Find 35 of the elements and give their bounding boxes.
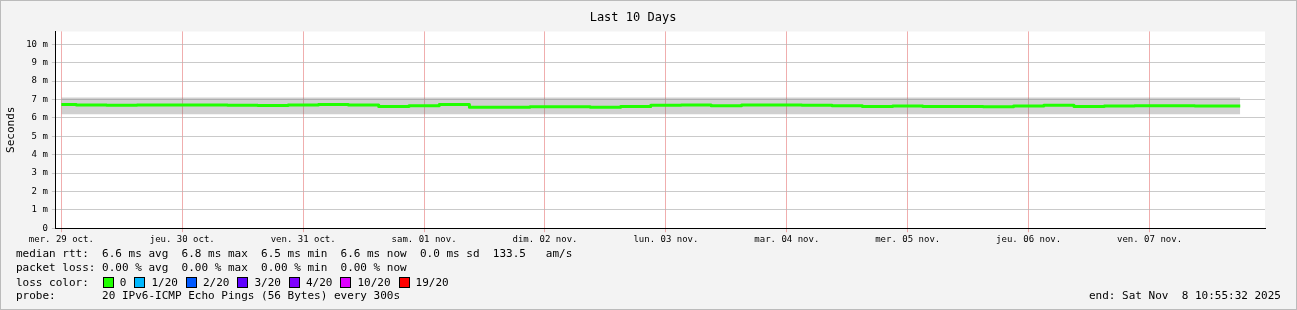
y-tick-label: 9 m bbox=[31, 57, 48, 68]
x-tick-label: sam. 01 nov. bbox=[391, 233, 457, 244]
y-tick-label: 0 bbox=[42, 222, 48, 233]
y-tick-label: 6 m bbox=[31, 112, 48, 123]
y-tick-label: 2 m bbox=[31, 185, 48, 196]
y-tick-label: 4 m bbox=[31, 148, 48, 159]
legend-label: 10/20 bbox=[357, 275, 391, 289]
x-tick-label: jeu. 06 nov. bbox=[996, 233, 1062, 244]
y-tick-label: 5 m bbox=[31, 130, 48, 141]
x-tick-label: ven. 31 oct. bbox=[270, 233, 336, 244]
x-tick-label: mar. 04 nov. bbox=[754, 233, 820, 244]
text: packet loss: 0.00 % avg 0.00 % max 0.00 % min 0.00 % now bbox=[16, 261, 408, 275]
y-tick-label: 1 m bbox=[31, 204, 48, 215]
x-tick-label: lun. 03 nov. bbox=[633, 233, 699, 244]
x-tick-label: mer. 05 nov. bbox=[875, 233, 941, 244]
y-axis-title: Seconds bbox=[4, 106, 18, 153]
x-tick-label: ven. 07 nov. bbox=[1117, 233, 1183, 244]
legend-title: loss color: bbox=[16, 275, 89, 289]
legend-label: 1/20 bbox=[151, 275, 178, 289]
text: end: Sat Nov 8 10:55:32 2025 bbox=[1088, 289, 1281, 303]
x-tick-label: mer. 29 oct. bbox=[28, 233, 94, 244]
legend-label: 3/20 bbox=[254, 275, 281, 289]
y-tick-label: 8 m bbox=[31, 75, 48, 86]
x-tick-label: dim. 02 nov. bbox=[512, 233, 578, 244]
chart-title: Last 10 Days bbox=[589, 10, 677, 25]
legend-label: 0 bbox=[119, 275, 127, 289]
text: probe: 20 IPv6-ICMP Echo Pings (56 Bytes) every 300s bbox=[16, 289, 401, 303]
y-tick-label: 7 m bbox=[31, 93, 48, 104]
legend-label: 4/20 bbox=[305, 275, 333, 289]
y-tick-label: 3 m bbox=[31, 167, 48, 178]
legend-label: 2/20 bbox=[202, 275, 230, 289]
y-tick-label: 10 m bbox=[26, 38, 48, 49]
text: median rtt: 6.6 ms avg 6.8 ms max 6.5 ms min 6.6 ms now 0.0 ms sd 133.5 am/s bbox=[16, 247, 574, 261]
legend-label: 19/20 bbox=[415, 275, 449, 289]
x-tick-label: jeu. 30 oct. bbox=[149, 233, 215, 244]
